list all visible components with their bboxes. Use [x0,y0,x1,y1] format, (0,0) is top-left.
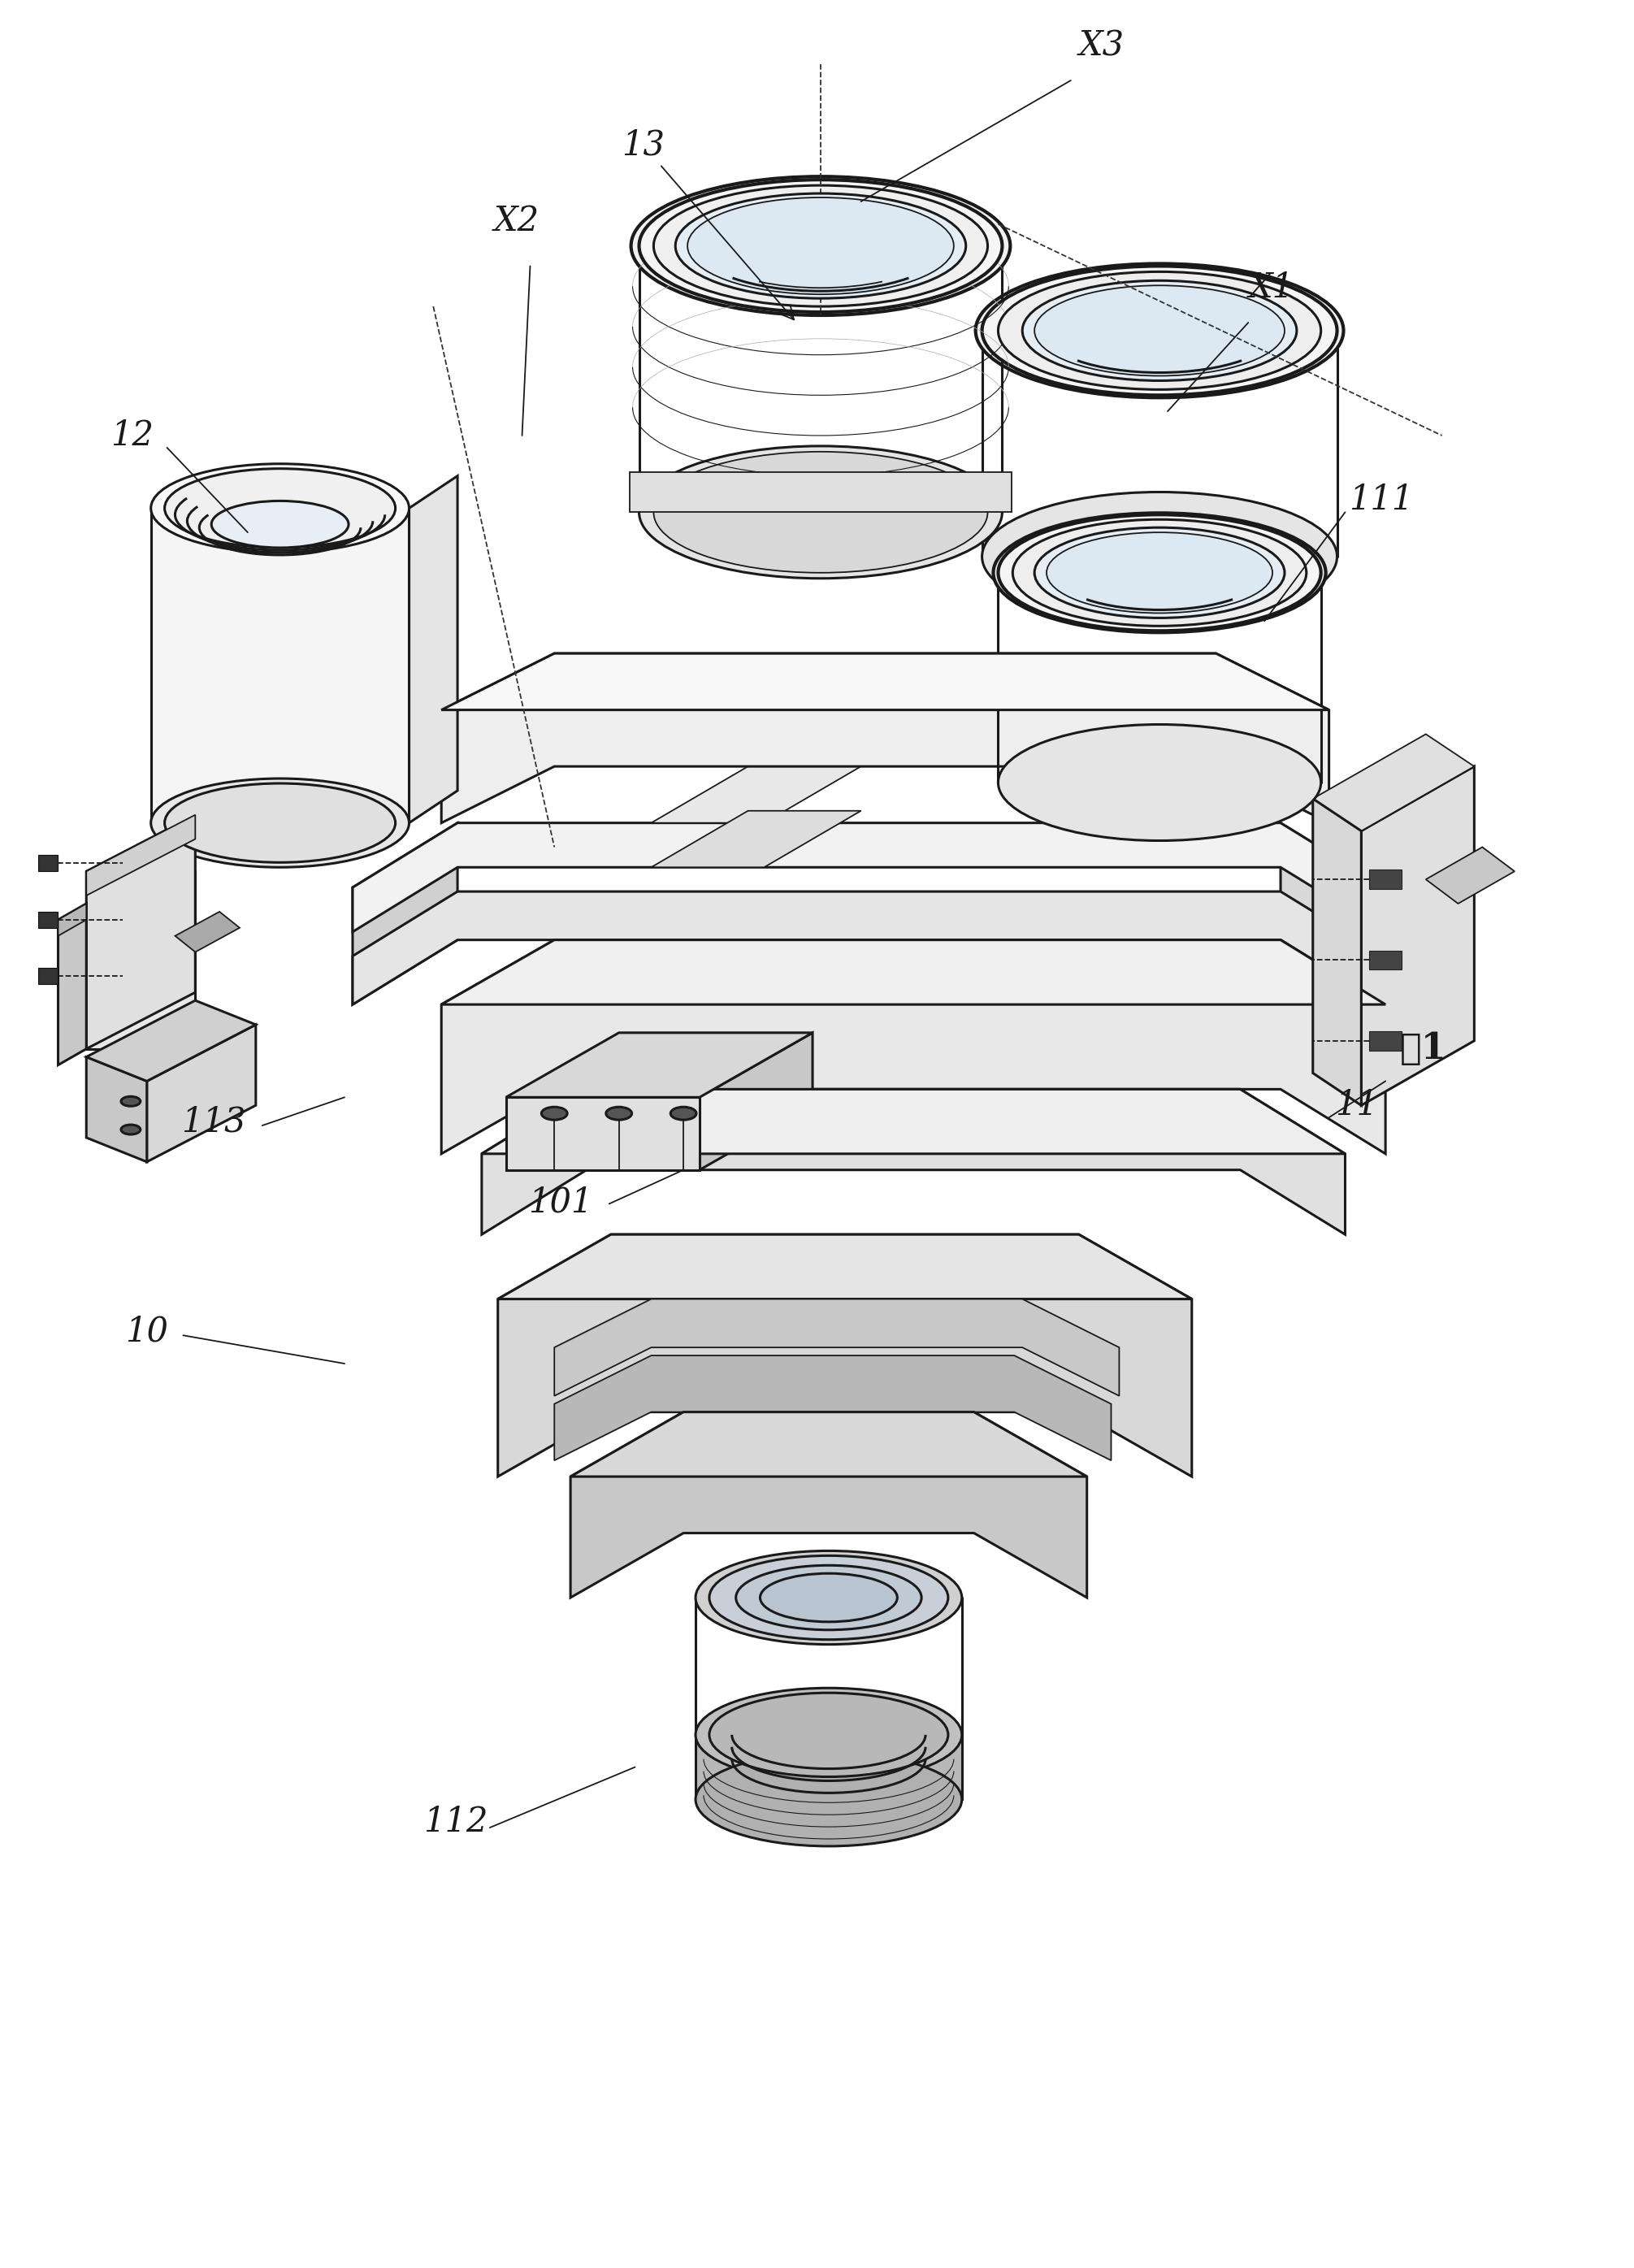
Ellipse shape [670,1107,696,1120]
Ellipse shape [631,177,1010,315]
Ellipse shape [121,1125,141,1134]
Text: 图1: 图1 [1400,1032,1446,1066]
Polygon shape [5,7,1629,2261]
Ellipse shape [998,272,1320,390]
Ellipse shape [688,197,954,295]
Polygon shape [1312,798,1361,1105]
Polygon shape [353,823,1386,932]
Polygon shape [87,871,196,1048]
Text: 111: 111 [1350,483,1413,517]
Ellipse shape [165,782,395,862]
Polygon shape [507,1098,699,1170]
Polygon shape [38,912,59,928]
Polygon shape [570,1413,1087,1597]
Text: X2: X2 [493,204,539,238]
Ellipse shape [1046,533,1273,612]
Ellipse shape [150,463,408,553]
Text: 101: 101 [528,1186,593,1220]
Text: 11: 11 [1335,1089,1379,1123]
Ellipse shape [675,193,966,299]
Polygon shape [38,855,59,871]
Ellipse shape [1034,528,1284,617]
Polygon shape [696,1735,962,1799]
Text: 113: 113 [181,1105,247,1139]
Polygon shape [570,1413,1087,1476]
Ellipse shape [998,515,1320,631]
Polygon shape [554,1356,1111,1461]
Ellipse shape [639,447,1002,578]
Ellipse shape [975,263,1343,397]
Ellipse shape [1023,281,1297,381]
Ellipse shape [998,723,1320,841]
Ellipse shape [654,451,987,574]
Polygon shape [87,814,196,896]
Ellipse shape [709,1692,948,1776]
Ellipse shape [735,1565,922,1631]
Polygon shape [652,810,861,866]
Polygon shape [1369,1032,1402,1050]
Text: 12: 12 [111,420,154,454]
Ellipse shape [606,1107,632,1120]
Ellipse shape [696,1753,962,1846]
Polygon shape [441,653,1328,710]
Polygon shape [507,1032,812,1098]
Polygon shape [554,1300,1119,1395]
Polygon shape [87,814,196,1048]
Ellipse shape [150,778,408,866]
Ellipse shape [1034,286,1284,376]
Ellipse shape [1013,519,1307,626]
Polygon shape [629,472,1011,513]
Polygon shape [150,508,408,823]
Ellipse shape [993,513,1325,633]
Polygon shape [498,1234,1191,1300]
Polygon shape [353,823,458,1005]
Polygon shape [441,939,1386,1005]
Text: X1: X1 [1248,270,1294,304]
Ellipse shape [165,469,395,547]
Polygon shape [408,476,458,823]
Ellipse shape [121,1095,141,1107]
Text: X3: X3 [1078,29,1124,64]
Ellipse shape [696,1687,962,1783]
Polygon shape [87,1057,147,1161]
Ellipse shape [696,1551,962,1644]
Polygon shape [1369,869,1402,889]
Ellipse shape [709,1556,948,1640]
Text: 112: 112 [423,1805,489,1839]
Polygon shape [1312,735,1474,830]
Text: 10: 10 [126,1313,168,1349]
Ellipse shape [541,1107,567,1120]
Polygon shape [498,1234,1191,1476]
Polygon shape [175,912,240,953]
Polygon shape [441,939,1386,1154]
Polygon shape [1369,950,1402,971]
Polygon shape [59,903,87,937]
Polygon shape [1426,848,1515,903]
Ellipse shape [654,186,987,306]
Polygon shape [38,968,59,984]
Polygon shape [482,1089,1345,1154]
Polygon shape [59,903,87,1066]
Ellipse shape [982,265,1337,395]
Ellipse shape [760,1574,897,1622]
Polygon shape [482,1089,1345,1234]
Polygon shape [353,891,1386,1005]
Polygon shape [441,653,1328,823]
Ellipse shape [211,501,348,547]
Polygon shape [699,1032,812,1170]
Polygon shape [1281,823,1386,1005]
Text: 13: 13 [621,127,794,320]
Ellipse shape [639,179,1002,313]
Ellipse shape [982,492,1337,621]
Polygon shape [147,1025,257,1161]
Polygon shape [1361,767,1474,1105]
Polygon shape [652,767,861,823]
Polygon shape [87,1000,257,1082]
